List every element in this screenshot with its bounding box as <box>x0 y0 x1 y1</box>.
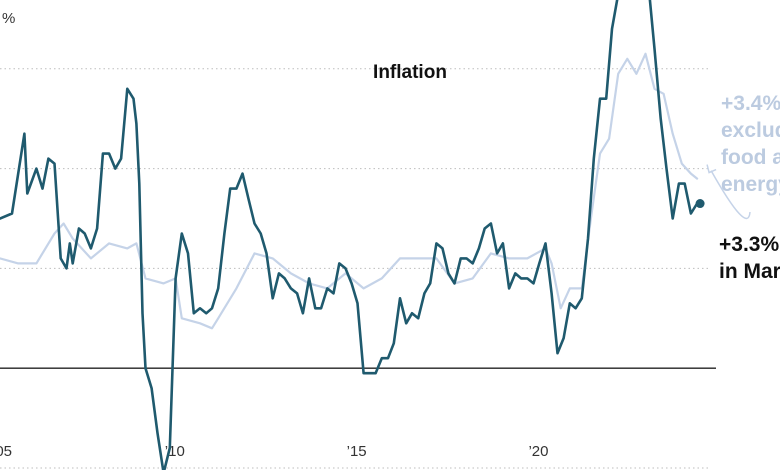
core-inflation-line <box>0 52 699 330</box>
core-annotation-arrow <box>710 170 751 220</box>
headline-inflation-line <box>0 0 699 470</box>
headline-annotation-line: in March <box>719 260 780 283</box>
core-annotation-line: excluding <box>721 119 780 142</box>
core-annotation-line: energy <box>721 173 780 196</box>
series-layer <box>0 0 699 470</box>
chart-title: Inflation <box>373 62 447 83</box>
core-annotation-line: food and <box>721 146 780 169</box>
x-tick-labels: ’05’10’15’20 <box>0 443 548 460</box>
core-annotation-line: +3.4% <box>721 92 780 115</box>
annotations: +3.4% excluding food and energy +3.3% in Marc… <box>695 92 780 283</box>
headline-end-marker <box>695 199 705 209</box>
x-tick-label: ’15 <box>347 443 367 460</box>
gridlines <box>0 68 708 469</box>
core-annotation-arrowhead <box>706 164 717 174</box>
y-unit-label: % <box>2 10 15 27</box>
headline-annotation-line: +3.3% <box>719 233 779 256</box>
y-tick-labels: % <box>2 10 15 27</box>
x-tick-label: ’20 <box>528 443 548 460</box>
x-tick-label: ’05 <box>0 443 12 460</box>
